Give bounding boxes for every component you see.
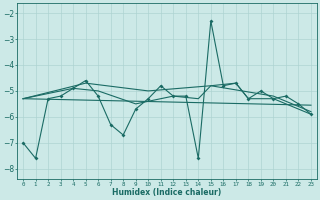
X-axis label: Humidex (Indice chaleur): Humidex (Indice chaleur) xyxy=(112,188,222,197)
